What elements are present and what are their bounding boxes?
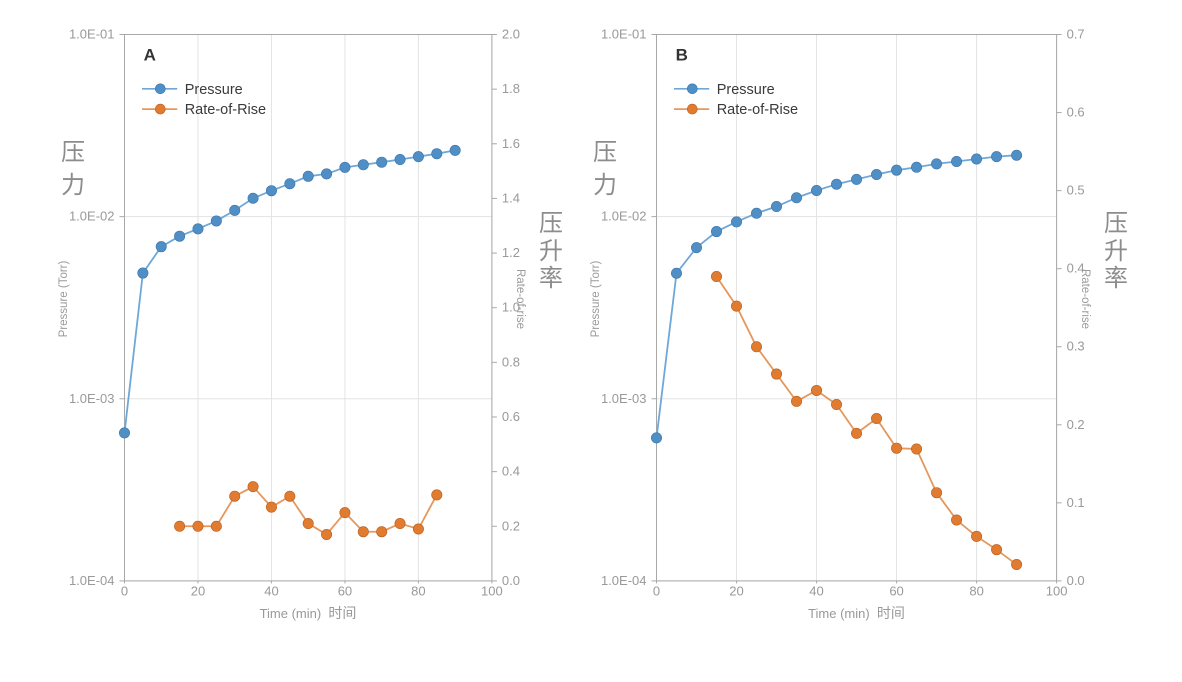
svg-text:100: 100 bbox=[1046, 583, 1068, 598]
svg-text:A: A bbox=[144, 46, 156, 65]
svg-text:0.7: 0.7 bbox=[1067, 27, 1085, 42]
svg-text:0.6: 0.6 bbox=[1067, 105, 1085, 120]
svg-text:0.0: 0.0 bbox=[1067, 573, 1085, 588]
svg-text:80: 80 bbox=[969, 583, 983, 598]
svg-text:40: 40 bbox=[809, 583, 823, 598]
svg-text:1.8: 1.8 bbox=[502, 81, 520, 96]
svg-text:0.4: 0.4 bbox=[502, 464, 520, 479]
svg-text:60: 60 bbox=[338, 583, 352, 598]
svg-text:2.0: 2.0 bbox=[502, 27, 520, 42]
svg-text:0.8: 0.8 bbox=[502, 354, 520, 369]
svg-text:1.0E-02: 1.0E-02 bbox=[601, 209, 647, 224]
svg-text:Rate-of-Rise: Rate-of-Rise bbox=[717, 102, 798, 118]
svg-text:1.0E-04: 1.0E-04 bbox=[601, 573, 647, 588]
svg-text:1.6: 1.6 bbox=[502, 136, 520, 151]
svg-text:1.0E-03: 1.0E-03 bbox=[69, 391, 115, 406]
svg-text:1.0E-03: 1.0E-03 bbox=[601, 391, 647, 406]
svg-text:0.2: 0.2 bbox=[1067, 417, 1085, 432]
svg-text:60: 60 bbox=[889, 583, 903, 598]
svg-text:80: 80 bbox=[411, 583, 425, 598]
svg-text:1.0E-04: 1.0E-04 bbox=[69, 573, 115, 588]
svg-text:20: 20 bbox=[191, 583, 205, 598]
svg-text:B: B bbox=[676, 46, 688, 65]
svg-text:0: 0 bbox=[653, 583, 660, 598]
svg-text:Rate-of-Rise: Rate-of-Rise bbox=[185, 102, 266, 118]
svg-text:1.0E-02: 1.0E-02 bbox=[69, 209, 115, 224]
svg-text:0.6: 0.6 bbox=[502, 409, 520, 424]
svg-text:1.0E-01: 1.0E-01 bbox=[601, 27, 647, 42]
svg-text:Pressure: Pressure bbox=[717, 82, 775, 98]
svg-text:Pressure: Pressure bbox=[185, 82, 243, 98]
svg-text:1.4: 1.4 bbox=[502, 190, 520, 205]
svg-text:1.0E-01: 1.0E-01 bbox=[69, 27, 115, 42]
svg-text:20: 20 bbox=[729, 583, 743, 598]
svg-text:0.2: 0.2 bbox=[502, 518, 520, 533]
svg-text:0.0: 0.0 bbox=[502, 573, 520, 588]
svg-text:0: 0 bbox=[121, 583, 128, 598]
svg-text:100: 100 bbox=[481, 583, 503, 598]
svg-text:0.5: 0.5 bbox=[1067, 183, 1085, 198]
svg-text:0.1: 0.1 bbox=[1067, 495, 1085, 510]
svg-text:40: 40 bbox=[264, 583, 278, 598]
